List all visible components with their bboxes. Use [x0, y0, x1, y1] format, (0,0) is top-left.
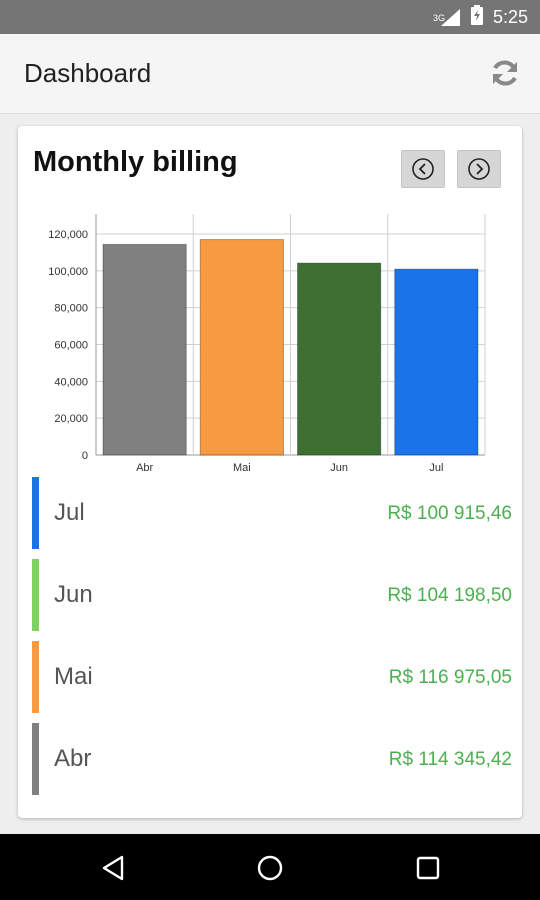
legend-amount: R$ 114 345,42 — [388, 749, 512, 770]
refresh-icon[interactable] — [488, 56, 522, 90]
card-title: Monthly billing — [33, 146, 238, 178]
legend-amount: R$ 104 198,50 — [387, 585, 512, 606]
legend-color-bar — [32, 641, 39, 713]
legend-item-jul[interactable]: Jul R$ 100 915,46 — [32, 477, 512, 549]
legend-item-jun[interactable]: Jun R$ 104 198,50 — [32, 559, 512, 631]
y-tick-label: 100,000 — [48, 266, 88, 278]
x-tick-label: Jun — [330, 462, 348, 474]
legend-item-mai[interactable]: Mai R$ 116 975,05 — [32, 641, 512, 713]
home-icon[interactable] — [250, 848, 290, 888]
y-tick-label: 60,000 — [54, 340, 88, 352]
chevron-left-icon — [412, 158, 434, 180]
legend-amount: R$ 116 975,05 — [388, 667, 512, 688]
y-tick-label: 20,000 — [54, 413, 88, 425]
legend-amount: R$ 100 915,46 — [387, 503, 512, 524]
previous-button[interactable] — [401, 150, 445, 188]
legend-month: Mai — [54, 663, 93, 690]
next-button[interactable] — [457, 150, 501, 188]
billing-bar-chart: 0 20,000 40,000 60,000 80,000 100,000 120,000 A… — [48, 214, 486, 474]
bar-abr[interactable] — [102, 243, 187, 456]
legend-color-bar — [32, 477, 39, 549]
y-tick-label: 0 — [82, 450, 88, 462]
page-title: Dashboard — [24, 58, 152, 88]
chevron-right-icon — [468, 158, 490, 180]
network-type-label: 3G — [432, 13, 445, 23]
bar-jun[interactable] — [297, 262, 382, 456]
legend-month: Abr — [54, 745, 92, 772]
recents-icon[interactable] — [408, 848, 448, 888]
clock: 5:25 — [492, 6, 528, 27]
legend-month: Jul — [54, 499, 85, 526]
navigation-bar — [0, 834, 540, 900]
signal-icon: 3G — [432, 7, 461, 27]
y-tick-label: 40,000 — [54, 376, 88, 388]
x-tick-label: Mai — [233, 462, 251, 474]
bar-jul[interactable] — [394, 268, 479, 456]
y-tick-label: 120,000 — [48, 229, 88, 241]
x-tick-label: Jul — [429, 462, 443, 474]
legend-color-bar — [32, 723, 39, 795]
status-bar: 3G 5:25 — [0, 0, 540, 34]
legend-item-abr[interactable]: Abr R$ 114 345,42 — [32, 723, 512, 795]
app-bar: Dashboard — [0, 34, 540, 114]
back-icon[interactable] — [94, 848, 134, 888]
x-tick-label: Abr — [136, 462, 153, 474]
monthly-billing-card: Monthly billing 0 20,000 40,000 60,000 80,00… — [18, 126, 522, 818]
y-tick-label: 80,000 — [54, 303, 88, 315]
legend-color-bar — [32, 559, 39, 631]
bar-mai[interactable] — [199, 239, 284, 456]
battery-icon — [470, 4, 483, 30]
legend-month: Jun — [54, 581, 93, 608]
